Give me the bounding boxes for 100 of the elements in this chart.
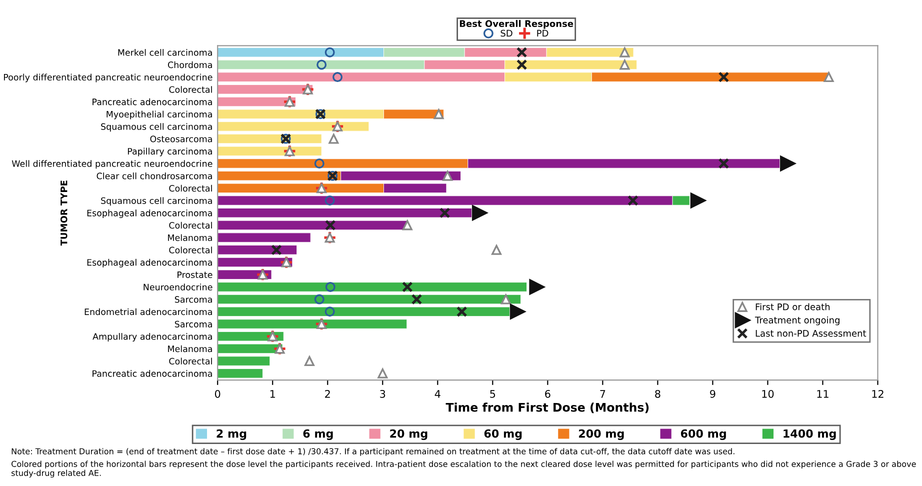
legend-label: 6 mg <box>303 429 333 440</box>
point <box>620 60 630 70</box>
point <box>718 158 730 169</box>
legend-label: 200 mg <box>578 429 624 440</box>
legend-label: PD <box>537 30 548 37</box>
point <box>442 170 453 181</box>
point <box>411 294 422 305</box>
point <box>402 220 412 230</box>
point <box>324 306 335 317</box>
legend-label: 60 mg <box>484 429 522 440</box>
bar <box>218 368 263 378</box>
point <box>516 46 528 58</box>
x-tick-label: 6 <box>545 390 550 398</box>
y-tick-label: Osteosarcoma <box>150 136 212 142</box>
legend-label: Treatment ongoing <box>754 316 840 326</box>
legend-label: Last non-PD Assessment <box>756 330 866 337</box>
bar <box>218 134 322 144</box>
y-tick-label: Endometrial adenocarcinoma <box>84 308 212 316</box>
y-tick-label: Sarcoma <box>174 320 212 328</box>
point <box>780 156 796 171</box>
y-tick-label: Squamous cell carcinoma <box>101 123 212 132</box>
y-tick-label: Merkel cell carcinoma <box>118 49 212 56</box>
point <box>304 356 314 366</box>
bar <box>218 122 370 132</box>
bar <box>218 232 311 242</box>
point <box>472 205 487 220</box>
point <box>324 47 335 58</box>
point <box>316 60 327 70</box>
point <box>456 306 468 318</box>
y-tick-label: Melanoma <box>168 234 212 242</box>
y-tick-label: Pancreatic adenocarcinoma <box>92 370 212 377</box>
point <box>314 158 324 168</box>
y-tick-label: Colorectal <box>169 86 212 93</box>
x-axis-title: Time from First Dose (Months) <box>446 402 649 414</box>
point <box>824 72 834 82</box>
bar <box>218 146 322 156</box>
bar <box>218 306 510 316</box>
x-tick-label: 8 <box>655 390 660 398</box>
legend-title: Best Overall Response <box>460 20 574 29</box>
point <box>529 279 544 294</box>
y-tick-label: Colorectal <box>169 222 212 229</box>
x-tick-label: 2 <box>325 390 330 398</box>
y-tick-label: Poorly differentiated pancreatic neuroendocrine <box>4 74 212 82</box>
y-tick-label: Papillary carcinoma <box>128 148 212 156</box>
legend-label: 600 mg <box>680 429 726 440</box>
point <box>718 72 730 82</box>
point <box>328 134 339 144</box>
y-tick-label: Colorectal <box>169 184 212 192</box>
legend-label: 1400 mg <box>784 429 836 440</box>
point <box>402 282 413 292</box>
point <box>620 47 630 58</box>
x-tick-label: 4 <box>434 390 440 398</box>
y-tick-label: Colorectal <box>169 358 212 364</box>
point <box>516 59 528 70</box>
text: Note: Treatment Duration = (end of treatment date – first dose date + 1) /30.437. If a participant remained on treatment at the time of data cut-off, the data cutoff date was used. <box>12 448 734 456</box>
y-tick-label: Prostate <box>178 272 212 278</box>
point <box>628 195 638 206</box>
point <box>325 282 336 292</box>
point <box>324 220 336 231</box>
legend-label: 2 mg <box>216 429 246 440</box>
point <box>314 294 324 304</box>
y-tick-label: Esophageal adenocarcinoma <box>87 210 212 218</box>
x-tick-label: 7 <box>600 390 606 398</box>
y-tick-label: Neuroendocrine <box>144 284 212 290</box>
x-tick-label: 10 <box>762 390 774 398</box>
x-tick-label: 11 <box>817 390 828 398</box>
y-axis-title: TUMOR TYPE <box>60 180 68 246</box>
y-tick-label: Chordoma <box>168 61 212 68</box>
y-tick-label: Myoepithelial carcinoma <box>106 110 212 120</box>
point <box>332 72 343 82</box>
legend-label: SD <box>500 30 512 37</box>
point <box>324 196 335 206</box>
point <box>271 244 282 256</box>
y-tick-label: Melanoma <box>168 345 212 352</box>
text: Colored portions of the horizontal bars represent the dose level the participants received. Intra-patient dose escalation to the next cleared dose level was permitted for participants who did not experience a Grade 3 or above study-drug related AE. <box>12 460 916 478</box>
x-tick-label: 5 <box>490 390 496 398</box>
point <box>690 193 706 208</box>
x-tick-label: 1 <box>270 390 275 398</box>
point <box>378 368 388 378</box>
bar <box>218 294 521 304</box>
bar <box>218 344 283 354</box>
y-tick-label: Clear cell chondrosarcoma <box>96 172 212 180</box>
y-tick-label: Sarcoma <box>174 296 212 303</box>
point <box>510 304 525 320</box>
legend-label: 20 mg <box>390 429 428 440</box>
y-tick-label: Pancreatic adenocarcinoma <box>92 98 212 106</box>
y-tick-label: Colorectal <box>169 246 212 254</box>
bar <box>218 356 270 366</box>
y-tick-label: Ampullary adenocarcinoma <box>92 333 212 342</box>
y-tick-label: Well differentiated pancreatic neuroendocrine <box>12 160 212 169</box>
y-tick-label: Squamous cell carcinoma <box>101 197 212 206</box>
point <box>439 207 450 218</box>
legend-label: First PD or death <box>756 303 830 310</box>
y-tick-label: Esophageal adenocarcinoma <box>87 258 212 268</box>
x-tick-label: 3 <box>380 390 386 398</box>
point <box>500 294 511 304</box>
point <box>492 244 502 255</box>
x-tick-label: 9 <box>710 390 716 398</box>
x-tick-label: 12 <box>872 390 884 398</box>
x-tick-label: 0 <box>214 390 220 398</box>
